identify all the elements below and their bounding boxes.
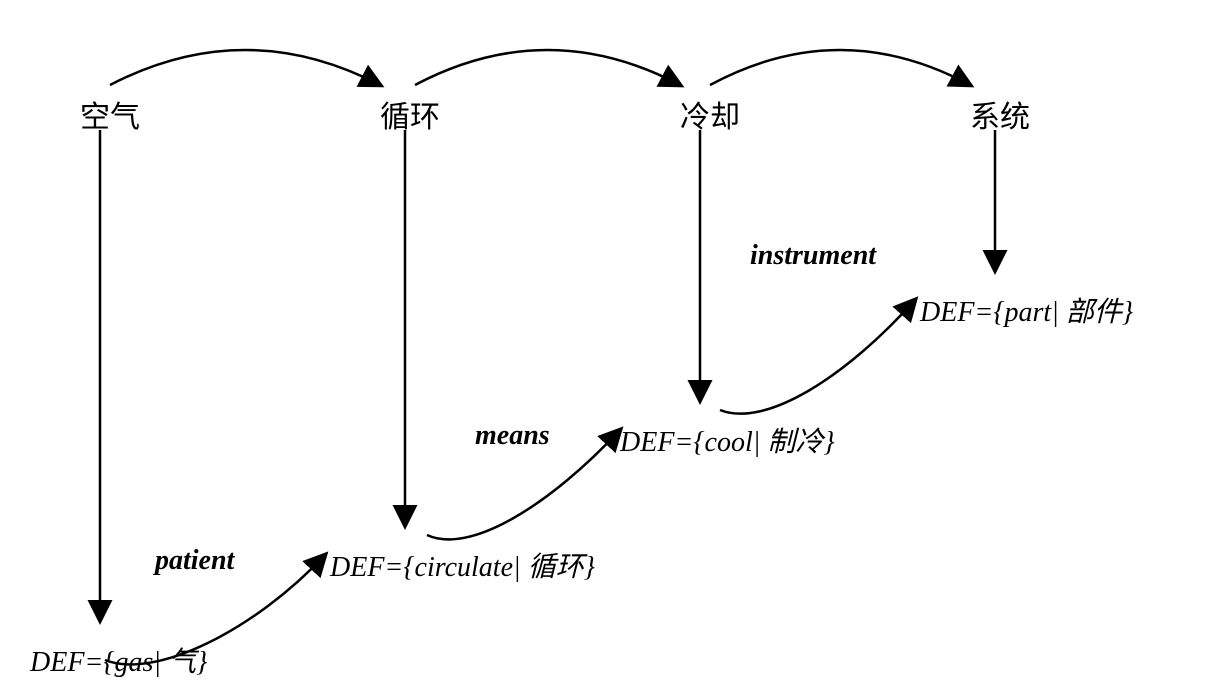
def-node-d1: DEF={gas| 气} xyxy=(30,640,207,680)
def-node-d4: DEF={part| 部件} xyxy=(920,290,1133,330)
edge-label-means: means xyxy=(475,420,550,452)
def-node-d3: DEF={cool| 制冷} xyxy=(620,420,835,460)
edge-label-patient: patient xyxy=(155,545,234,577)
top-node-n2: 循环 xyxy=(380,92,440,136)
diagram-svg xyxy=(0,0,1225,695)
top-node-n4: 系统 xyxy=(970,92,1030,136)
top-node-n3: 冷却 xyxy=(680,92,740,136)
top-node-n1: 空气 xyxy=(80,92,140,136)
edge-label-instrument: instrument xyxy=(750,240,876,272)
def-node-d2: DEF={circulate| 循环} xyxy=(330,545,595,585)
